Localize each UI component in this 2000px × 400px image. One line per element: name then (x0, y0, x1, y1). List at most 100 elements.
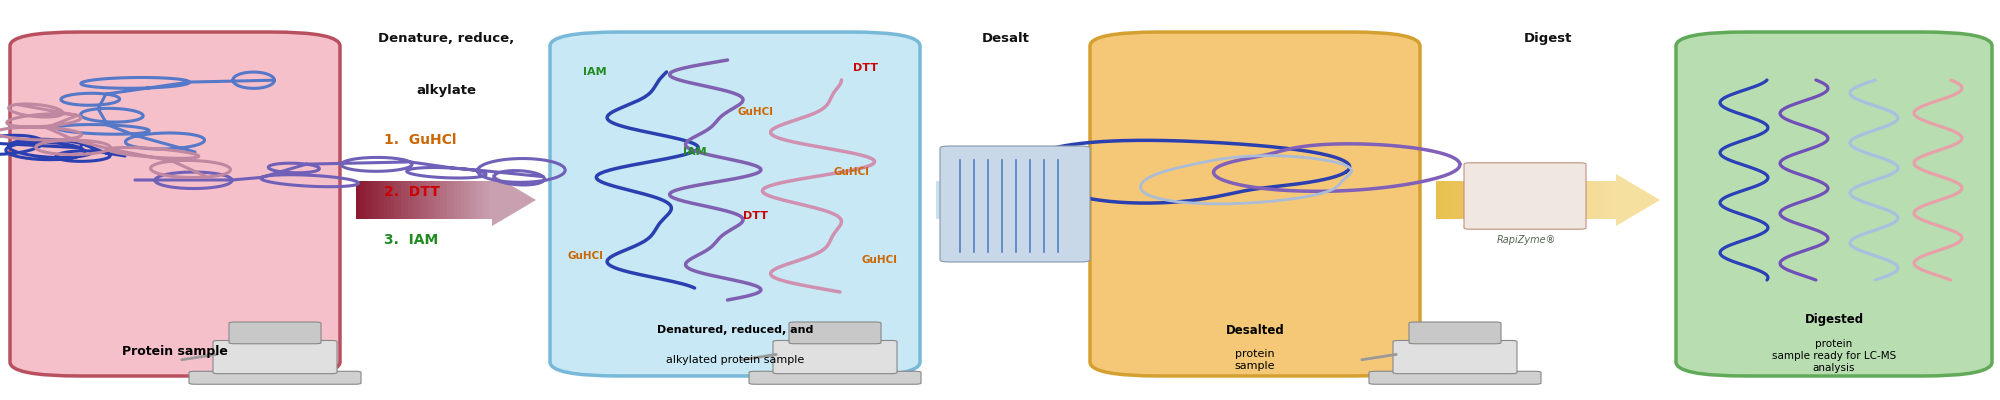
Polygon shape (1014, 181, 1018, 219)
Text: 2.  DTT: 2. DTT (384, 185, 440, 199)
Polygon shape (938, 181, 940, 219)
Text: DTT: DTT (742, 211, 768, 221)
Polygon shape (1528, 181, 1532, 219)
Polygon shape (488, 181, 492, 219)
Polygon shape (1612, 181, 1616, 219)
Polygon shape (1000, 181, 1002, 219)
Polygon shape (486, 181, 488, 219)
Polygon shape (1482, 181, 1486, 219)
Polygon shape (1018, 181, 1020, 219)
Polygon shape (970, 181, 972, 219)
FancyBboxPatch shape (1392, 340, 1518, 374)
Polygon shape (426, 181, 430, 219)
Polygon shape (1450, 181, 1454, 219)
FancyBboxPatch shape (774, 340, 898, 374)
Polygon shape (1446, 181, 1450, 219)
FancyBboxPatch shape (1676, 32, 1992, 376)
Polygon shape (996, 181, 998, 219)
Polygon shape (1032, 174, 1076, 226)
Polygon shape (384, 181, 388, 219)
Text: IAM: IAM (584, 67, 606, 77)
Polygon shape (482, 181, 486, 219)
Polygon shape (1500, 181, 1506, 219)
Polygon shape (388, 181, 390, 219)
Polygon shape (1538, 181, 1542, 219)
Polygon shape (982, 181, 986, 219)
Polygon shape (404, 181, 408, 219)
Polygon shape (978, 181, 980, 219)
Text: protein
sample: protein sample (1234, 349, 1276, 371)
Polygon shape (990, 181, 992, 219)
FancyBboxPatch shape (188, 371, 360, 384)
Polygon shape (1008, 181, 1010, 219)
Polygon shape (958, 181, 960, 219)
Polygon shape (1492, 181, 1496, 219)
Polygon shape (1514, 181, 1520, 219)
FancyBboxPatch shape (1368, 371, 1540, 384)
Polygon shape (1616, 174, 1660, 226)
Polygon shape (1468, 181, 1472, 219)
FancyBboxPatch shape (214, 340, 336, 374)
Polygon shape (998, 181, 1000, 219)
Polygon shape (492, 174, 536, 226)
Polygon shape (950, 181, 954, 219)
Polygon shape (1506, 181, 1510, 219)
Polygon shape (416, 181, 418, 219)
Polygon shape (1588, 181, 1592, 219)
Polygon shape (390, 181, 394, 219)
FancyBboxPatch shape (1090, 32, 1420, 376)
Text: GuHCl: GuHCl (862, 255, 896, 265)
Polygon shape (362, 181, 366, 219)
Polygon shape (1524, 181, 1528, 219)
Polygon shape (370, 181, 374, 219)
Polygon shape (440, 181, 444, 219)
Polygon shape (980, 181, 982, 219)
Text: 1.  GuHCl: 1. GuHCl (384, 133, 456, 147)
Polygon shape (946, 181, 948, 219)
Polygon shape (454, 181, 458, 219)
Polygon shape (1580, 181, 1584, 219)
Polygon shape (964, 181, 966, 219)
Polygon shape (1496, 181, 1500, 219)
FancyBboxPatch shape (788, 322, 880, 344)
Polygon shape (430, 181, 432, 219)
Polygon shape (1560, 181, 1566, 219)
Text: Denatured, reduced, and: Denatured, reduced, and (656, 325, 814, 335)
Polygon shape (1556, 181, 1560, 219)
FancyBboxPatch shape (10, 32, 340, 376)
Polygon shape (1532, 181, 1538, 219)
Polygon shape (1598, 181, 1602, 219)
Polygon shape (376, 181, 380, 219)
Polygon shape (1010, 181, 1012, 219)
Text: Protein sample: Protein sample (122, 346, 228, 358)
FancyArrowPatch shape (182, 354, 216, 360)
Polygon shape (412, 181, 416, 219)
Polygon shape (986, 181, 988, 219)
Polygon shape (356, 181, 360, 219)
FancyArrowPatch shape (742, 354, 776, 360)
FancyBboxPatch shape (550, 32, 920, 376)
Text: Digested: Digested (1804, 314, 1864, 326)
Text: alkylate: alkylate (416, 84, 476, 97)
Polygon shape (1460, 181, 1464, 219)
Polygon shape (1022, 181, 1024, 219)
Polygon shape (1030, 181, 1032, 219)
Polygon shape (1570, 181, 1574, 219)
Polygon shape (1520, 181, 1524, 219)
Polygon shape (1486, 181, 1492, 219)
Text: Digest: Digest (1524, 32, 1572, 45)
Polygon shape (360, 181, 362, 219)
Polygon shape (478, 181, 482, 219)
Polygon shape (444, 181, 446, 219)
Text: GuHCl: GuHCl (834, 167, 868, 177)
Polygon shape (394, 181, 398, 219)
Polygon shape (468, 181, 472, 219)
Text: RapiZyme®: RapiZyme® (1496, 235, 1556, 245)
Polygon shape (1566, 181, 1570, 219)
Text: GuHCl: GuHCl (568, 251, 602, 261)
Polygon shape (1020, 181, 1022, 219)
Text: Desalted: Desalted (1226, 324, 1284, 336)
Polygon shape (472, 181, 474, 219)
Polygon shape (398, 181, 402, 219)
Text: GuHCl: GuHCl (738, 107, 772, 117)
